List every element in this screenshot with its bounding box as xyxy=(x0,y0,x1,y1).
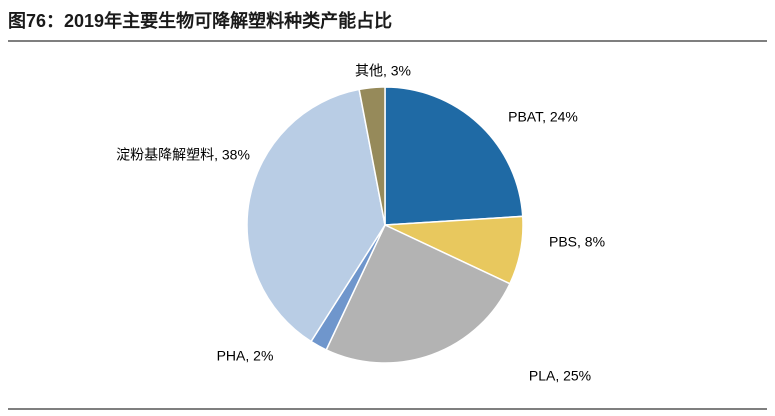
slice-label: PBS, 8% xyxy=(549,234,605,250)
chart-title: 图76：2019年主要生物可降解塑料种类产能占比 xyxy=(8,10,392,31)
slice-label: PBAT, 24% xyxy=(508,109,578,125)
pie-slice xyxy=(246,88,386,343)
slice-label: 其他, 3% xyxy=(355,63,411,79)
pie-slice xyxy=(358,86,386,226)
pie-slice xyxy=(384,86,524,226)
slice-label: PHA, 2% xyxy=(217,348,274,364)
slice-label: 淀粉基降解塑料, 38% xyxy=(116,147,250,163)
slice-label: PLA, 25% xyxy=(529,368,591,384)
pie-slice xyxy=(325,224,511,364)
